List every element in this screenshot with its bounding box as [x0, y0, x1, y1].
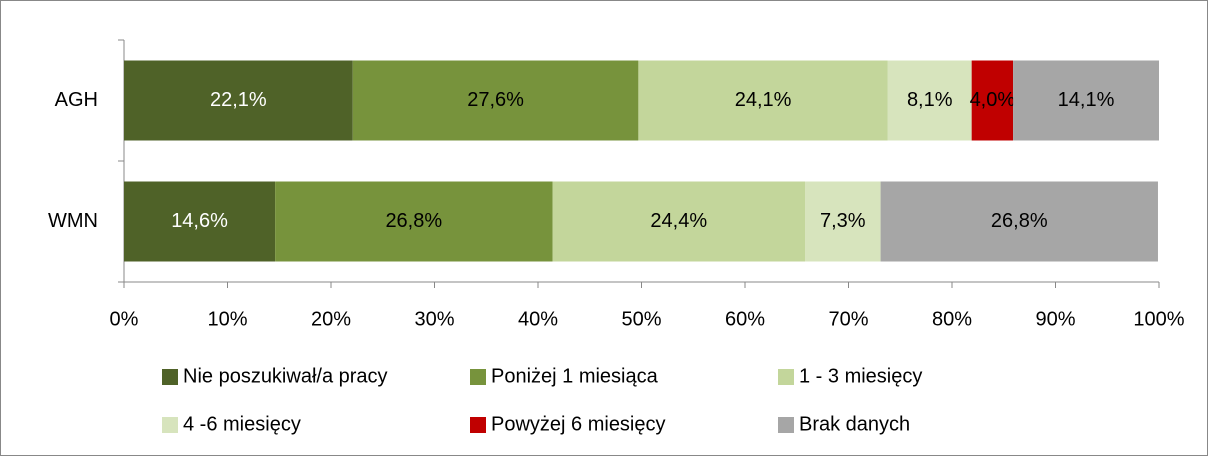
data-label: 26,8%: [385, 210, 442, 232]
y-tick-label: WMN: [48, 210, 98, 232]
legend-label: Nie poszukiwał/a pracy: [183, 365, 388, 387]
x-tick-label: 50%: [621, 308, 661, 330]
legend-label: Poniżej 1 miesiąca: [491, 365, 659, 387]
x-tick-label: 70%: [828, 308, 868, 330]
legend-swatch: [162, 369, 178, 385]
data-label: 14,1%: [1058, 89, 1115, 111]
legend-swatch: [778, 417, 794, 433]
bar-segment: [124, 60, 353, 141]
x-tick-label: 30%: [414, 308, 454, 330]
x-tick-label: 20%: [311, 308, 351, 330]
x-tick-label: 0%: [110, 308, 139, 330]
data-label: 26,8%: [991, 210, 1048, 232]
x-tick-label: 100%: [1133, 308, 1184, 330]
x-tick-label: 80%: [932, 308, 972, 330]
data-label: 4,0%: [970, 89, 1016, 111]
bar-segment: [971, 60, 1014, 141]
data-label: 24,4%: [650, 210, 707, 232]
data-label: 7,3%: [820, 210, 866, 232]
bar-segment: [1013, 60, 1159, 141]
data-label: 8,1%: [907, 89, 953, 111]
legend-swatch: [470, 369, 486, 385]
x-tick-label: 60%: [725, 308, 765, 330]
bar-segment: [638, 60, 888, 141]
data-label: 14,6%: [171, 210, 228, 232]
legend-label: 1 - 3 miesięcy: [799, 365, 922, 387]
legend-label: 4 -6 miesięcy: [183, 413, 301, 435]
legend-label: Brak danych: [799, 413, 910, 435]
x-tick-label: 10%: [207, 308, 247, 330]
data-label: 22,1%: [210, 89, 267, 111]
bar-segment: [275, 181, 553, 262]
bar-segment: [805, 181, 881, 262]
bar-segment: [124, 181, 276, 262]
legend-swatch: [470, 417, 486, 433]
bar-segment: [552, 181, 806, 262]
bar-segment: [887, 60, 972, 141]
y-tick-label: AGH: [55, 89, 98, 111]
legend-swatch: [778, 369, 794, 385]
x-tick-label: 40%: [518, 308, 558, 330]
data-label: 24,1%: [735, 89, 792, 111]
legend-label: Powyżej 6 miesięcy: [491, 413, 666, 435]
bar-segment: [352, 60, 639, 141]
data-label: 27,6%: [467, 89, 524, 111]
x-tick-label: 90%: [1035, 308, 1075, 330]
legend-swatch: [162, 417, 178, 433]
bar-segment: [880, 181, 1158, 262]
